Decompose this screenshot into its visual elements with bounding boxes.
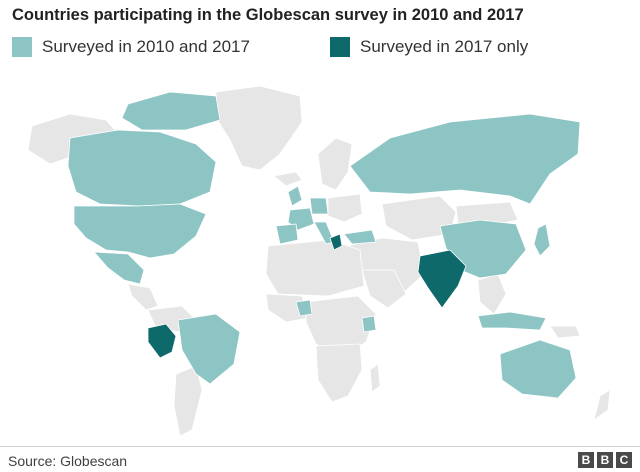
germany	[309, 197, 329, 215]
turkey	[343, 229, 377, 245]
legend-label-both-years: Surveyed in 2010 and 2017	[42, 37, 250, 56]
russia	[349, 113, 581, 205]
usa	[73, 203, 207, 259]
southern-africa	[315, 343, 363, 403]
bbc-logo-b2: B	[597, 452, 613, 468]
legend-swatch-2017-only	[330, 37, 350, 57]
eastern-europe	[327, 193, 363, 223]
legend-label-2017-only: Surveyed in 2017 only	[360, 37, 529, 56]
indonesia	[477, 311, 547, 331]
bbc-logo-c: C	[616, 452, 632, 468]
australia	[499, 339, 577, 399]
world-map	[27, 85, 611, 437]
india	[417, 249, 467, 309]
central-america	[127, 283, 159, 311]
legend-swatch-both-years	[12, 37, 32, 57]
mexico	[93, 251, 145, 285]
greenland	[215, 85, 303, 171]
greece	[329, 233, 343, 251]
nigeria	[295, 299, 313, 317]
source-note: Source: Globescan	[8, 453, 128, 469]
scandinavia	[317, 137, 353, 191]
canada-arctic-islands	[121, 91, 221, 131]
papua	[549, 325, 581, 339]
west-africa	[265, 293, 309, 323]
peru	[147, 323, 177, 359]
spain	[275, 223, 299, 245]
southern-cone	[173, 365, 203, 437]
kenya	[361, 315, 377, 333]
uk	[287, 185, 303, 207]
southeast-asia-mainland	[477, 273, 507, 315]
arabian-peninsula	[361, 269, 407, 309]
footer-divider	[0, 446, 640, 447]
brazil	[177, 313, 241, 385]
north-africa	[265, 239, 365, 297]
new-zealand	[593, 389, 611, 421]
map-title: Countries participating in the Globescan…	[12, 6, 524, 24]
bbc-logo-b1: B	[578, 452, 594, 468]
madagascar	[369, 363, 381, 393]
iceland	[273, 171, 303, 187]
japan	[533, 223, 551, 257]
canada	[67, 129, 217, 207]
